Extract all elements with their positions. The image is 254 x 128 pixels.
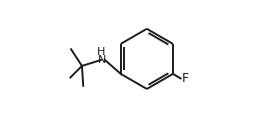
Text: F: F: [181, 72, 188, 85]
Text: N: N: [98, 55, 107, 65]
Text: H: H: [97, 47, 106, 57]
